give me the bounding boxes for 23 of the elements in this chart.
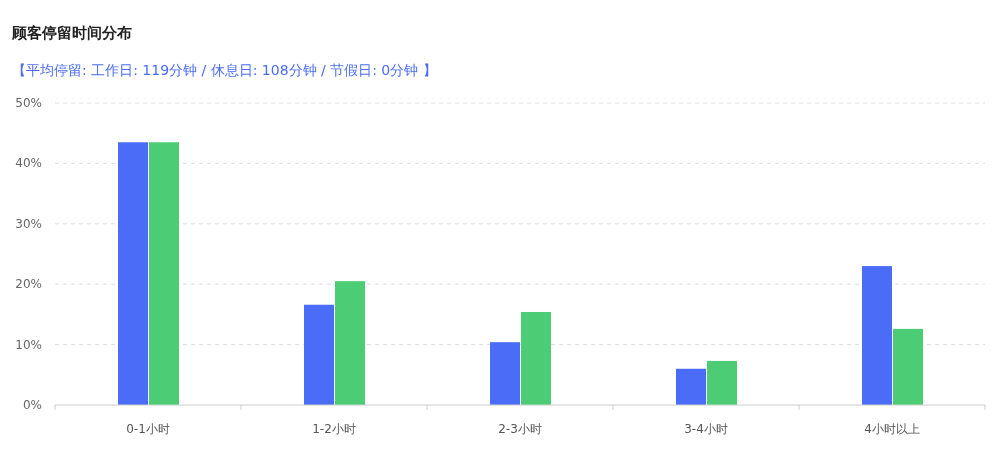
y-tick-label: 30%	[15, 216, 42, 231]
y-tick-label: 40%	[15, 156, 42, 171]
x-tick-label: 1-2小时	[312, 422, 356, 436]
x-tick-label: 0-1小时	[126, 422, 170, 436]
bar	[490, 342, 520, 405]
bar	[676, 368, 706, 405]
bar	[335, 281, 365, 405]
bar	[149, 142, 179, 405]
chart-subtitle: 【平均停留: 工作日: 119分钟 / 休息日: 108分钟 / 节假日: 0分钟 】	[12, 62, 437, 78]
bar	[521, 311, 551, 405]
y-tick-label: 20%	[15, 277, 42, 292]
bar	[862, 266, 892, 405]
x-tick-label: 4小时以上	[864, 422, 920, 436]
bar	[893, 328, 923, 405]
y-tick-label: 0%	[22, 398, 42, 412]
bar	[707, 360, 737, 405]
y-tick-label: 10%	[15, 337, 42, 352]
chart-title: 顾客停留时间分布	[11, 24, 132, 42]
x-tick-label: 2-3小时	[498, 422, 542, 436]
bar	[304, 304, 334, 405]
y-tick-label: 50%	[15, 96, 42, 110]
bar	[118, 142, 148, 405]
x-tick-label: 3-4小时	[684, 422, 728, 436]
